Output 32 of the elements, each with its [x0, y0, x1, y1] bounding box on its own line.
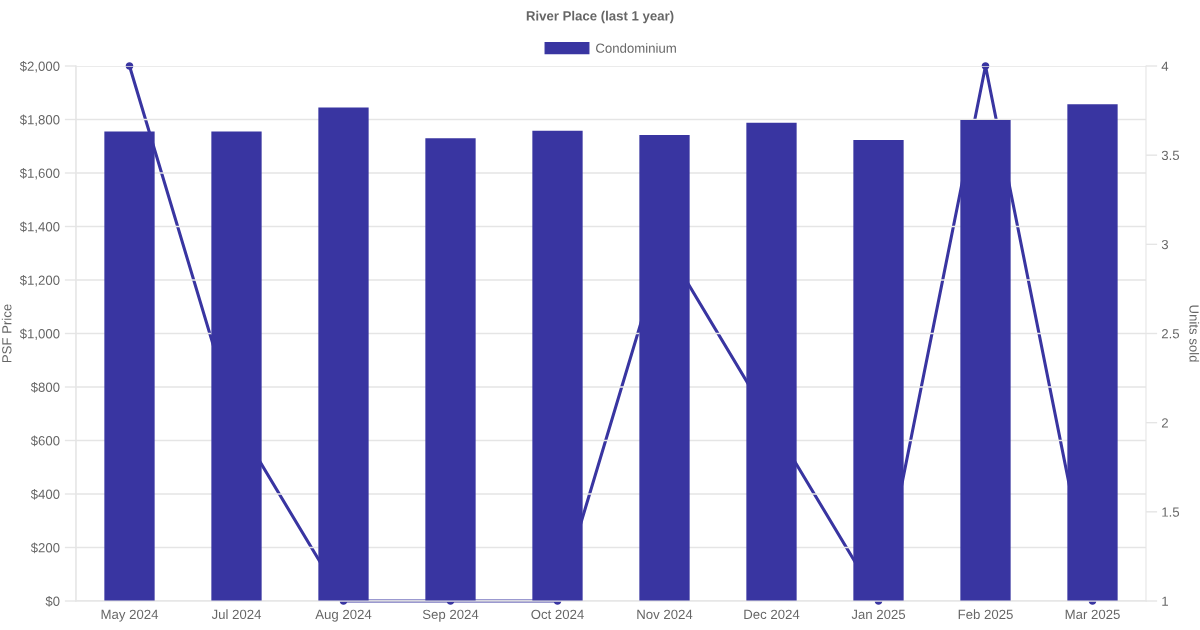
x-tick-label: Nov 2024: [637, 609, 693, 620]
y2-tick-label: 2: [1161, 418, 1168, 428]
x-tick-label: Mar 2025: [1065, 609, 1120, 620]
y-tick-label: $1,200: [19, 275, 60, 287]
y-tick-label: $200: [30, 542, 60, 554]
x-tick-label: Aug 2024: [315, 609, 372, 622]
x-tick-label: Oct 2024: [531, 609, 584, 620]
y2-tick-label: 1: [1162, 596, 1168, 606]
x-tick-label: Sep 2024: [422, 609, 479, 622]
y2-tick-label: 3: [1161, 239, 1169, 250]
y-tick-label: $400: [30, 489, 60, 500]
y2-axis-title: Units sold: [1189, 305, 1200, 362]
x-tick-label: Jan 2025: [851, 609, 906, 620]
legend-label: Condominium: [596, 43, 676, 53]
y-tick-label: $2,000: [19, 61, 60, 73]
y2-tick-label: 1.5: [1162, 507, 1180, 517]
y2-tick-label: 2.5: [1161, 329, 1180, 339]
x-tick-label: Jul 2024: [211, 609, 262, 620]
y-tick-label: $1,400: [19, 221, 60, 233]
y-tick-label: $1,000: [19, 328, 60, 340]
y-tick-label: $1,600: [19, 168, 60, 180]
y2-tick-label: 3.5: [1161, 150, 1180, 161]
chart-title: River Place (last 1 year): [526, 10, 674, 24]
x-tick-label: Feb 2025: [958, 609, 1013, 620]
y-tick-label: $0: [45, 596, 60, 607]
y-tick-label: $1,800: [19, 114, 60, 126]
x-tick-label: May 2024: [101, 609, 159, 622]
y2-tick-label: 4: [1161, 61, 1169, 71]
y-axis-title: PSF Price: [1, 304, 12, 363]
x-tick-label: Dec 2024: [744, 609, 800, 620]
y-tick-label: $800: [30, 382, 60, 393]
y-tick-label: $600: [30, 435, 60, 447]
